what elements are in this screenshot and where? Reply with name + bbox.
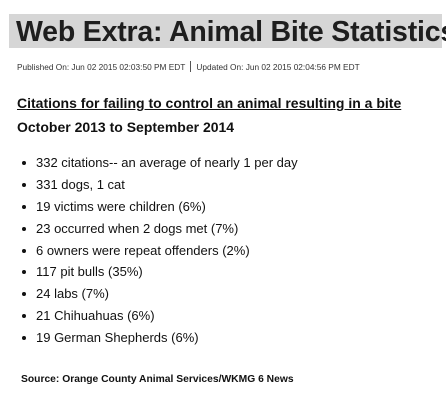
fact-text: 19 victims were children (6%) (36, 198, 206, 214)
title-banner (9, 14, 442, 48)
meta-separator (190, 61, 192, 72)
bullet-icon (22, 270, 26, 275)
fact-text: 21 Chihuahuas (6%) (36, 308, 155, 324)
updated-date: Updated On: Jun 02 2015 02:04:56 PM EDT (196, 62, 360, 72)
source-credit: Source: Orange County Animal Services/WK… (21, 374, 294, 385)
bullet-icon (22, 314, 26, 319)
fact-item: 21 Chihuahuas (6%) (20, 305, 298, 327)
fact-item: 6 owners were repeat offenders (2%) (20, 240, 298, 262)
fact-item: 19 German Shepherds (6%) (20, 327, 298, 349)
fact-text: 331 dogs, 1 cat (36, 176, 125, 192)
bullet-icon (22, 204, 26, 209)
fact-text: 332 citations-- an average of nearly 1 p… (36, 155, 298, 170)
fact-item: 332 citations-- an average of nearly 1 p… (20, 152, 298, 174)
date-range: October 2013 to September 2014 (17, 119, 235, 135)
fact-text: 19 German Shepherds (6%) (36, 330, 199, 346)
fact-text: 6 owners were repeat offenders (2%) (36, 242, 250, 258)
fact-item: 23 occurred when 2 dogs met (7%) (20, 218, 298, 240)
publication-meta: Published On: Jun 02 2015 02:03:50 PM ED… (17, 61, 360, 73)
fact-item: 24 labs (7%) (20, 283, 298, 305)
bullet-icon (22, 161, 26, 165)
article-headline: Citations for failing to control an anim… (17, 95, 402, 111)
fact-text: 24 labs (7%) (36, 286, 109, 302)
fact-item: 331 dogs, 1 cat (20, 174, 298, 196)
fact-item: 19 victims were children (6%) (20, 196, 298, 218)
bullet-icon (22, 248, 26, 253)
fact-text: 23 occurred when 2 dogs met (7%) (36, 220, 239, 236)
fact-text: 117 pit bulls (35%) (36, 264, 143, 280)
bullet-icon (22, 292, 26, 297)
facts-list: 332 citations-- an average of nearly 1 p… (20, 152, 298, 349)
bullet-icon (22, 336, 26, 341)
bullet-icon (22, 182, 26, 187)
fact-item: 117 pit bulls (35%) (20, 261, 298, 283)
published-date: Published On: Jun 02 2015 02:03:50 PM ED… (17, 62, 186, 72)
bullet-icon (22, 226, 26, 231)
page-title: Web Extra: Animal Bite Statistics (16, 16, 446, 48)
